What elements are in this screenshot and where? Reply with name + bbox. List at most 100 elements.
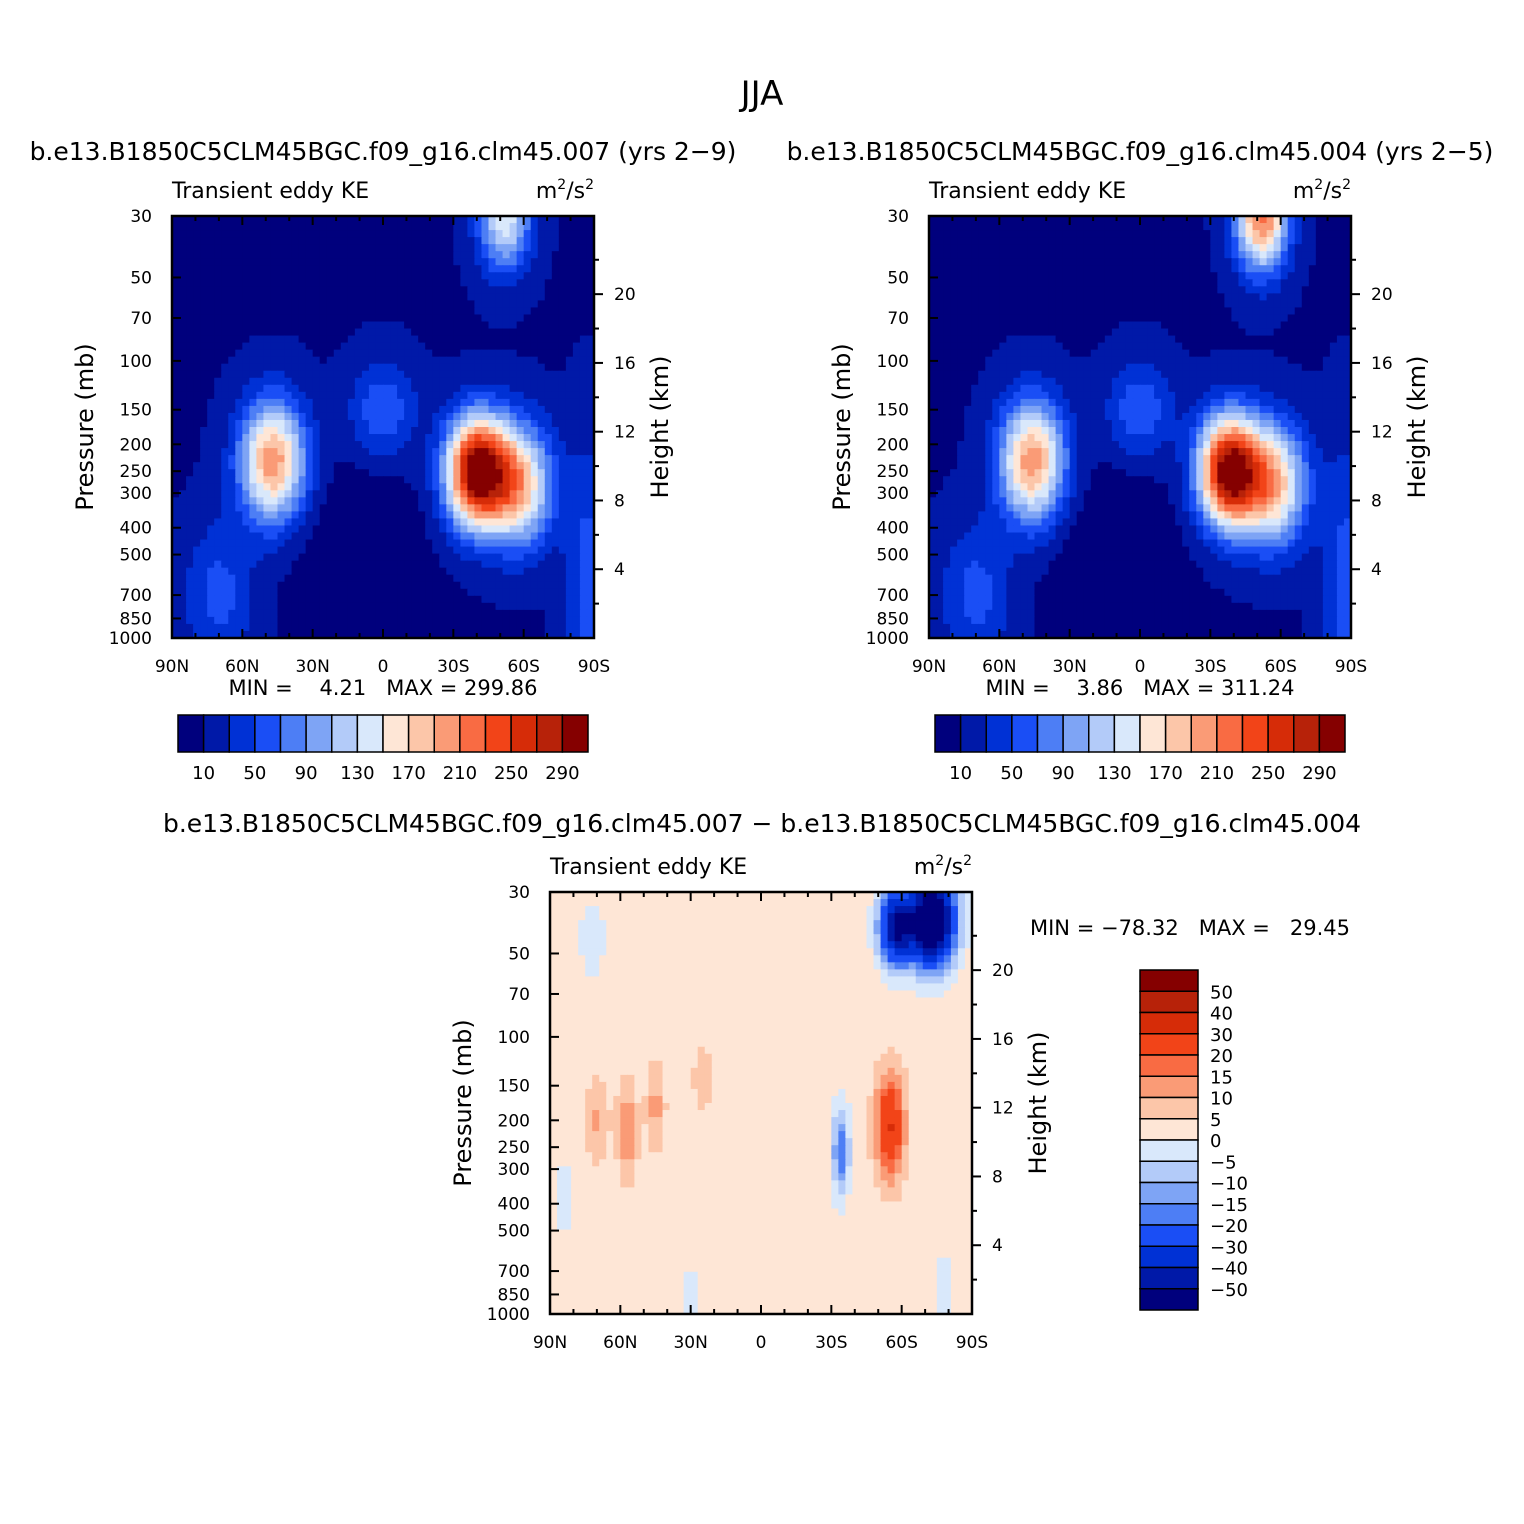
heatmap-cell [390, 230, 398, 238]
heatmap-cell [368, 251, 377, 259]
heatmap-cell [404, 321, 412, 330]
heatmap-cell [1104, 258, 1113, 266]
heatmap-cell [319, 630, 328, 638]
heatmap-cell [179, 321, 187, 330]
heatmap-cell [516, 321, 525, 330]
heatmap-cell [943, 349, 951, 358]
heatmap-cell [1034, 223, 1043, 231]
heatmap-cell [1034, 342, 1043, 351]
heatmap-cell [418, 349, 426, 358]
heatmap-cell [1182, 265, 1190, 273]
heatmap-cell [509, 462, 518, 470]
heatmap-cell [291, 567, 300, 576]
heatmap-cell [193, 497, 201, 505]
heatmap-cell [439, 328, 447, 337]
heatmap-cell [312, 384, 321, 393]
heatmap-cell [383, 342, 391, 351]
heatmap-cell [544, 265, 553, 273]
heatmap-cell [1182, 321, 1190, 330]
heatmap-cell [284, 581, 293, 590]
heatmap-cell [446, 314, 454, 323]
panel-1-units: m2/s2 [536, 177, 594, 204]
heatmap-cell [418, 321, 426, 330]
heatmap-cell [249, 335, 257, 344]
heatmap-cell [1280, 237, 1289, 245]
heatmap-cell [1182, 286, 1190, 294]
heatmap-cell [1006, 244, 1014, 252]
heatmap-cell [305, 602, 314, 611]
heatmap-cell [586, 441, 594, 449]
heatmap-cell [291, 595, 300, 604]
heatmap-cell [551, 511, 560, 520]
heatmap-cell [1076, 335, 1085, 344]
heatmap-cell [361, 588, 370, 597]
heatmap-cell [488, 342, 497, 351]
heatmap-cell [572, 384, 581, 393]
heatmap-cell [326, 391, 335, 400]
heatmap-cell [305, 616, 314, 625]
heatmap-cell [411, 497, 419, 505]
heatmap-cell [1210, 237, 1218, 245]
heatmap-cell [1182, 251, 1190, 259]
heatmap-cell [978, 356, 986, 365]
heatmap-cell [502, 265, 511, 273]
heatmap-cell [551, 469, 560, 477]
heatmap-cell [270, 574, 279, 583]
heatmap-cell [354, 567, 363, 576]
heatmap-cell [397, 335, 405, 344]
heatmap-cell [1041, 335, 1050, 344]
heatmap-cell [221, 595, 229, 604]
heatmap-cell [481, 216, 490, 224]
heatmap-cell [1175, 272, 1183, 280]
heatmap-cell [523, 307, 532, 316]
heatmap-cell [186, 588, 194, 597]
heatmap-cell [383, 525, 391, 534]
heatmap-cell [579, 300, 588, 309]
heatmap-cell [207, 455, 215, 463]
heatmap-cell [544, 356, 553, 365]
heatmap-cell [207, 588, 215, 597]
heatmap-cell [383, 602, 391, 611]
heatmap-cell [502, 328, 511, 337]
heatmap-cell [537, 630, 546, 638]
heatmap-cell [488, 377, 497, 386]
heatmap-cell [453, 237, 461, 245]
heatmap-cell [249, 272, 257, 280]
heatmap-cell [551, 286, 560, 294]
heatmap-cell [368, 574, 377, 583]
heatmap-cell [537, 377, 546, 386]
heatmap-cell [284, 272, 293, 280]
heatmap-cell [544, 391, 553, 400]
heatmap-cell [368, 511, 377, 520]
heatmap-cell [1259, 286, 1268, 294]
heatmap-cell [221, 525, 229, 534]
heatmap-cell [333, 448, 342, 456]
heatmap-cell [397, 377, 405, 386]
heatmap-cell [179, 602, 187, 611]
heatmap-cell [228, 476, 236, 484]
heatmap-cell [207, 616, 215, 625]
heatmap-cell [214, 314, 222, 323]
heatmap-cell [305, 511, 314, 520]
heatmap-cell [999, 328, 1007, 337]
heatmap-cell [1217, 216, 1225, 224]
heatmap-cell [1252, 300, 1261, 309]
heatmap-cell [432, 293, 440, 301]
heatmap-cell [305, 567, 314, 576]
heatmap-cell [992, 335, 1000, 344]
heatmap-cell [509, 244, 518, 252]
heatmap-cell [361, 553, 370, 562]
heatmap-cell [263, 483, 272, 491]
heatmap-cell [291, 405, 300, 414]
heatmap-cell [383, 279, 391, 287]
heatmap-cell [1329, 328, 1338, 337]
heatmap-cell [263, 560, 272, 569]
heatmap-cell [354, 258, 363, 266]
heatmap-cell [390, 497, 398, 505]
heatmap-cell [319, 377, 328, 386]
heatmap-cell [432, 335, 440, 344]
heatmap-cell [572, 462, 581, 470]
heatmap-cell [523, 483, 532, 491]
heatmap-cell [467, 377, 476, 386]
heatmap-cell [249, 434, 257, 442]
